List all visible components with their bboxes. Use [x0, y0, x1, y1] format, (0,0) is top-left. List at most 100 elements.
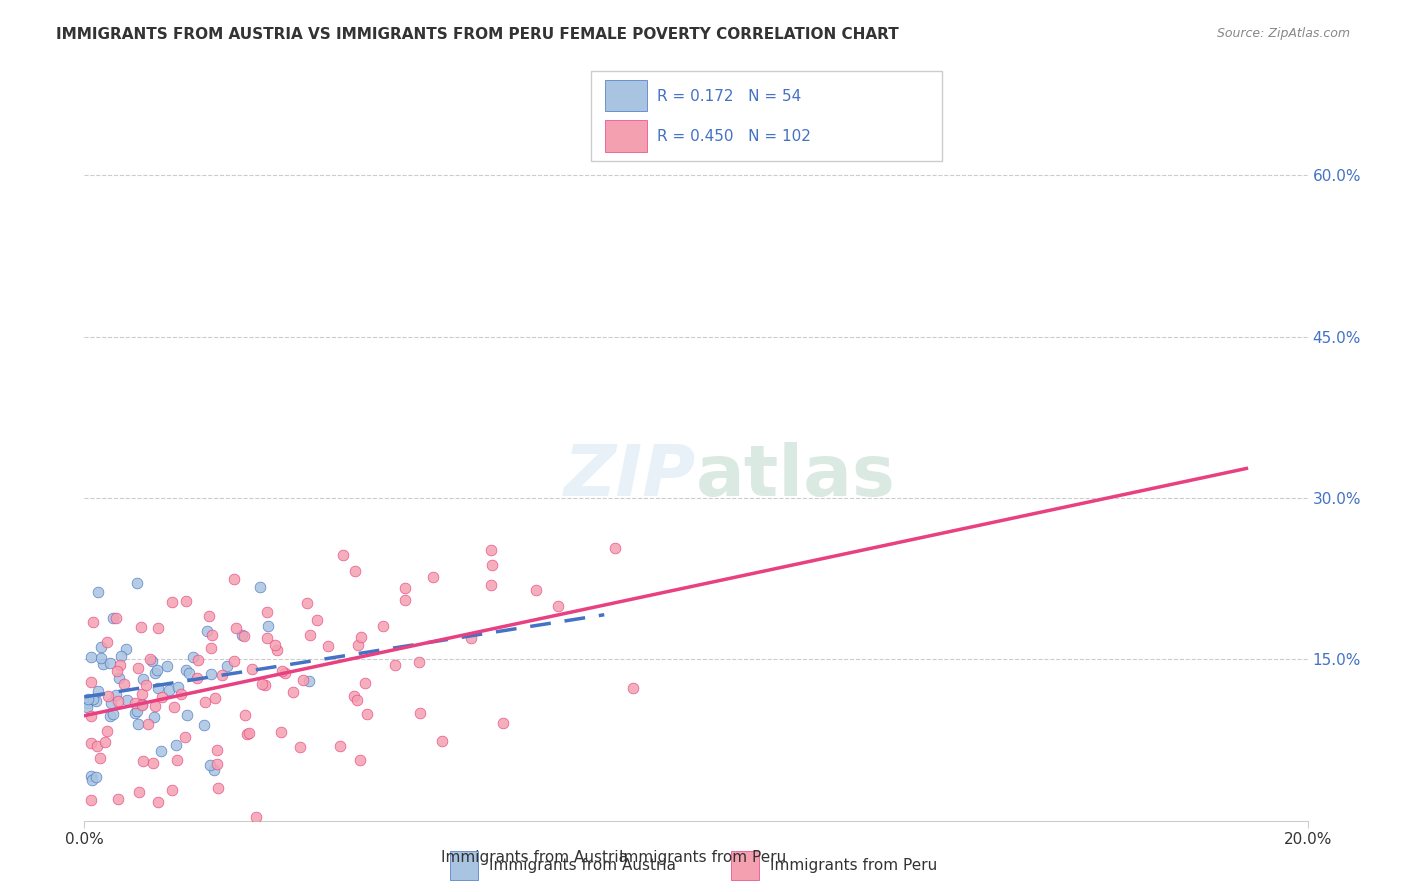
Point [157, 682, 180, 697]
FancyBboxPatch shape [591, 71, 942, 161]
Text: R = 0.450   N = 102: R = 0.450 N = 102 [657, 129, 811, 144]
Point [603, 541, 626, 555]
Point [107, 672, 129, 686]
Point [186, 671, 208, 685]
Point [131, 698, 153, 712]
Text: Immigrants from Peru: Immigrants from Peru [770, 858, 938, 872]
Point [200, 640, 222, 655]
FancyBboxPatch shape [450, 851, 478, 880]
Point [197, 608, 219, 623]
Point [86, 684, 108, 698]
Point [233, 629, 256, 643]
Text: IMMIGRANTS FROM AUSTRIA VS IMMIGRANTS FROM PERU FEMALE POVERTY CORRELATION CHART: IMMIGRANTS FROM AUSTRIA VS IMMIGRANTS FR… [56, 27, 898, 42]
Point [96, 635, 118, 649]
Point [142, 710, 165, 724]
Point [256, 632, 278, 646]
Point [264, 638, 287, 652]
Point [240, 662, 263, 676]
Point [344, 564, 367, 578]
Text: Source: ZipAtlas.com: Source: ZipAtlas.com [1216, 27, 1350, 40]
Point [295, 596, 318, 610]
Text: ZIP: ZIP [564, 442, 696, 511]
Point [86, 770, 108, 784]
Point [299, 628, 322, 642]
Point [138, 652, 160, 666]
Point [156, 658, 179, 673]
Text: Immigrants from Peru: Immigrants from Peru [620, 850, 786, 865]
FancyBboxPatch shape [605, 80, 647, 112]
Point [174, 593, 197, 607]
Point [107, 694, 129, 708]
Point [80, 793, 103, 807]
Point [356, 707, 378, 722]
Point [316, 639, 339, 653]
Point [131, 698, 153, 712]
Point [249, 580, 271, 594]
Point [127, 661, 149, 675]
Point [167, 680, 190, 694]
Point [350, 630, 373, 644]
Point [136, 717, 159, 731]
Point [250, 677, 273, 691]
Point [86, 739, 108, 753]
Point [163, 699, 186, 714]
Point [129, 620, 152, 634]
Point [110, 657, 132, 672]
Point [236, 727, 259, 741]
Point [80, 649, 103, 664]
Point [150, 690, 173, 704]
Point [181, 650, 204, 665]
Point [76, 699, 98, 714]
Point [110, 649, 132, 664]
Point [174, 663, 197, 677]
Point [305, 614, 328, 628]
Point [142, 756, 165, 770]
Point [460, 632, 482, 646]
Point [200, 667, 222, 681]
Point [115, 641, 138, 656]
Point [179, 666, 201, 681]
Point [194, 696, 217, 710]
Point [97, 689, 120, 703]
Point [347, 638, 370, 652]
Point [384, 658, 406, 673]
Point [205, 742, 228, 756]
Point [82, 691, 104, 706]
Point [131, 673, 153, 687]
Point [211, 668, 233, 682]
Point [332, 548, 354, 562]
Point [266, 642, 288, 657]
Point [124, 706, 146, 720]
Point [165, 738, 187, 752]
Point [76, 696, 98, 710]
Point [174, 730, 197, 744]
Point [125, 704, 148, 718]
Point [80, 736, 103, 750]
Point [98, 656, 121, 670]
Point [256, 619, 278, 633]
Point [290, 739, 312, 754]
Point [143, 666, 166, 681]
Point [394, 593, 416, 607]
Point [481, 577, 503, 591]
Point [346, 693, 368, 707]
Point [176, 707, 198, 722]
Point [100, 696, 122, 710]
Point [80, 675, 103, 690]
Point [408, 656, 430, 670]
Point [98, 709, 121, 723]
Point [160, 595, 183, 609]
FancyBboxPatch shape [605, 120, 647, 152]
Point [143, 698, 166, 713]
Point [128, 785, 150, 799]
Point [238, 726, 260, 740]
Point [80, 772, 103, 787]
Point [222, 572, 245, 586]
Point [90, 651, 112, 665]
Point [291, 673, 314, 687]
Point [353, 676, 375, 690]
Point [215, 659, 238, 673]
Point [231, 628, 253, 642]
Point [80, 769, 103, 783]
Point [146, 795, 169, 809]
